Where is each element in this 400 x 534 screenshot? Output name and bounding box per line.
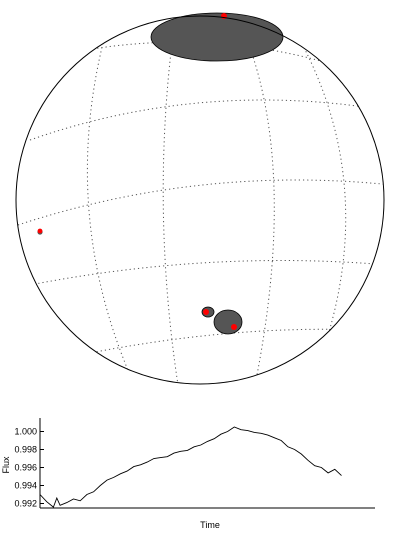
latitude-line [29, 99, 384, 141]
spot-1 [150, 12, 284, 62]
longitude-line [299, 39, 347, 361]
y-axis-label: Flux [1, 456, 11, 474]
y-tick-label: 0.992 [14, 499, 37, 509]
y-ticks [40, 431, 44, 504]
spot-4 [213, 309, 243, 335]
latitude-line [79, 328, 361, 356]
longitude-line [162, 19, 179, 384]
y-tick-labels: 0.992 0.994 0.996 0.998 1.000 [14, 427, 37, 509]
x-axis-label: Time [200, 520, 220, 530]
latitude-line [17, 179, 384, 226]
y-tick-label: 1.000 [14, 427, 37, 437]
spot-4-marker [231, 324, 237, 330]
spot-3-marker [203, 309, 209, 315]
y-tick-label: 0.996 [14, 463, 37, 473]
globe-grid [17, 19, 384, 384]
longitude-line [86, 34, 131, 376]
globe-outline [15, 15, 385, 385]
longitude-line [239, 21, 275, 384]
globe [15, 12, 385, 385]
y-tick-label: 0.994 [14, 481, 37, 491]
light-curve-chart: 0.992 0.994 0.996 0.998 1.000 Flux Time [1, 418, 375, 530]
latitude-line [29, 260, 384, 286]
flux-curve [39, 426, 342, 508]
spot-2-marker [37, 228, 43, 234]
y-tick-label: 0.998 [14, 445, 37, 455]
